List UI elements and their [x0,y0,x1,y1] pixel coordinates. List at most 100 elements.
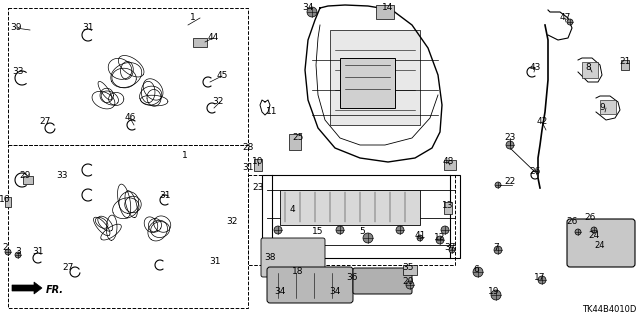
Text: 46: 46 [124,114,136,122]
Text: 19: 19 [488,287,500,296]
Text: 42: 42 [536,117,548,127]
Text: 39: 39 [10,24,22,33]
Circle shape [274,226,282,234]
Circle shape [494,246,502,254]
Bar [444,202,452,214]
Bar [23,176,33,184]
Bar [340,58,395,108]
Text: 27: 27 [62,263,74,272]
Text: 20: 20 [403,278,413,286]
Text: 3: 3 [15,248,21,256]
Circle shape [575,229,581,235]
Text: 37: 37 [444,243,456,253]
Circle shape [449,247,455,253]
Circle shape [491,290,501,300]
FancyBboxPatch shape [267,267,353,303]
Text: 16: 16 [0,196,11,204]
Text: 17: 17 [534,273,546,283]
Text: 9: 9 [599,103,605,113]
Bar [376,5,394,19]
Text: 34: 34 [330,287,340,296]
FancyBboxPatch shape [261,238,325,277]
Text: 1: 1 [190,13,196,23]
Text: 7: 7 [493,243,499,253]
Text: 15: 15 [312,227,324,236]
Text: 25: 25 [292,133,304,143]
Bar [193,38,207,47]
Circle shape [5,249,11,255]
Text: 31: 31 [83,24,93,33]
Text: 33: 33 [56,170,68,180]
Text: 32: 32 [212,98,224,107]
Bar [262,175,460,258]
FancyBboxPatch shape [353,268,412,294]
FancyBboxPatch shape [567,219,635,267]
Circle shape [495,182,501,188]
Text: 48: 48 [442,158,454,167]
Circle shape [417,235,423,241]
Text: 31: 31 [243,164,253,173]
Bar [289,134,301,150]
Text: 43: 43 [529,63,541,72]
Text: 31: 31 [32,248,44,256]
Text: 34: 34 [302,4,314,12]
Circle shape [436,236,444,244]
Text: 41: 41 [414,231,426,240]
Circle shape [307,7,317,17]
Text: 18: 18 [292,268,304,277]
Text: 4: 4 [289,205,295,214]
Text: 23: 23 [252,183,264,192]
Text: 34: 34 [275,287,285,296]
Text: 29: 29 [19,170,31,180]
Text: 10: 10 [252,158,264,167]
Text: 36: 36 [346,273,358,283]
Circle shape [591,227,597,233]
Text: 44: 44 [207,33,219,42]
Circle shape [567,19,573,25]
Circle shape [506,141,514,149]
Text: 24: 24 [595,241,605,249]
Text: 1: 1 [182,151,188,160]
Text: 23: 23 [504,133,516,143]
Circle shape [473,267,483,277]
Circle shape [396,226,404,234]
Bar [582,62,598,78]
Bar [254,159,262,171]
Text: 32: 32 [227,218,237,226]
Bar [8,145,248,308]
Circle shape [15,252,21,258]
Text: 28: 28 [243,144,253,152]
Text: FR.: FR. [46,285,64,295]
Text: 22: 22 [504,177,516,187]
Text: 12: 12 [435,234,445,242]
Bar [621,60,629,70]
Text: 2: 2 [2,243,8,253]
Bar [444,160,456,170]
Bar [403,265,417,275]
Text: 31: 31 [159,190,171,199]
Text: 26: 26 [529,167,541,176]
Text: 26: 26 [584,213,596,222]
Bar [248,175,455,265]
Text: 45: 45 [216,70,228,79]
Circle shape [336,226,344,234]
Circle shape [441,226,449,234]
Text: 24: 24 [588,231,600,240]
Bar [600,100,616,114]
Circle shape [406,281,414,289]
Text: 11: 11 [266,108,278,116]
Polygon shape [12,282,42,294]
Text: TK44B4010D: TK44B4010D [582,305,636,314]
Bar [280,190,420,225]
Bar [8,8,248,145]
Text: 21: 21 [620,57,630,66]
Bar [5,197,11,207]
Text: 33: 33 [12,68,24,77]
Text: 35: 35 [403,263,413,272]
Circle shape [538,276,546,284]
Text: 14: 14 [382,4,394,12]
Text: 31: 31 [209,257,221,266]
Text: 27: 27 [39,117,51,127]
Text: 8: 8 [585,63,591,72]
Text: 26: 26 [566,218,578,226]
